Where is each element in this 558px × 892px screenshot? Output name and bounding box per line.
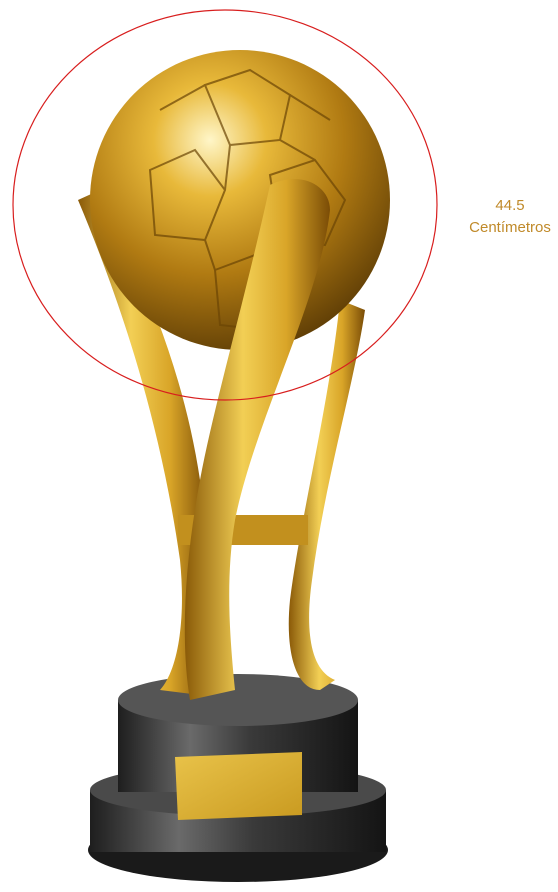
size-value: 44.5: [495, 197, 524, 214]
right-arm: [289, 300, 365, 690]
page: 44.5 Centímetros (() => { const data = J…: [0, 0, 558, 892]
plate: [175, 752, 302, 820]
trophy: [78, 50, 390, 882]
size-unit: Centímetros: [469, 219, 551, 236]
product-image: 44.5 Centímetros: [0, 0, 558, 892]
